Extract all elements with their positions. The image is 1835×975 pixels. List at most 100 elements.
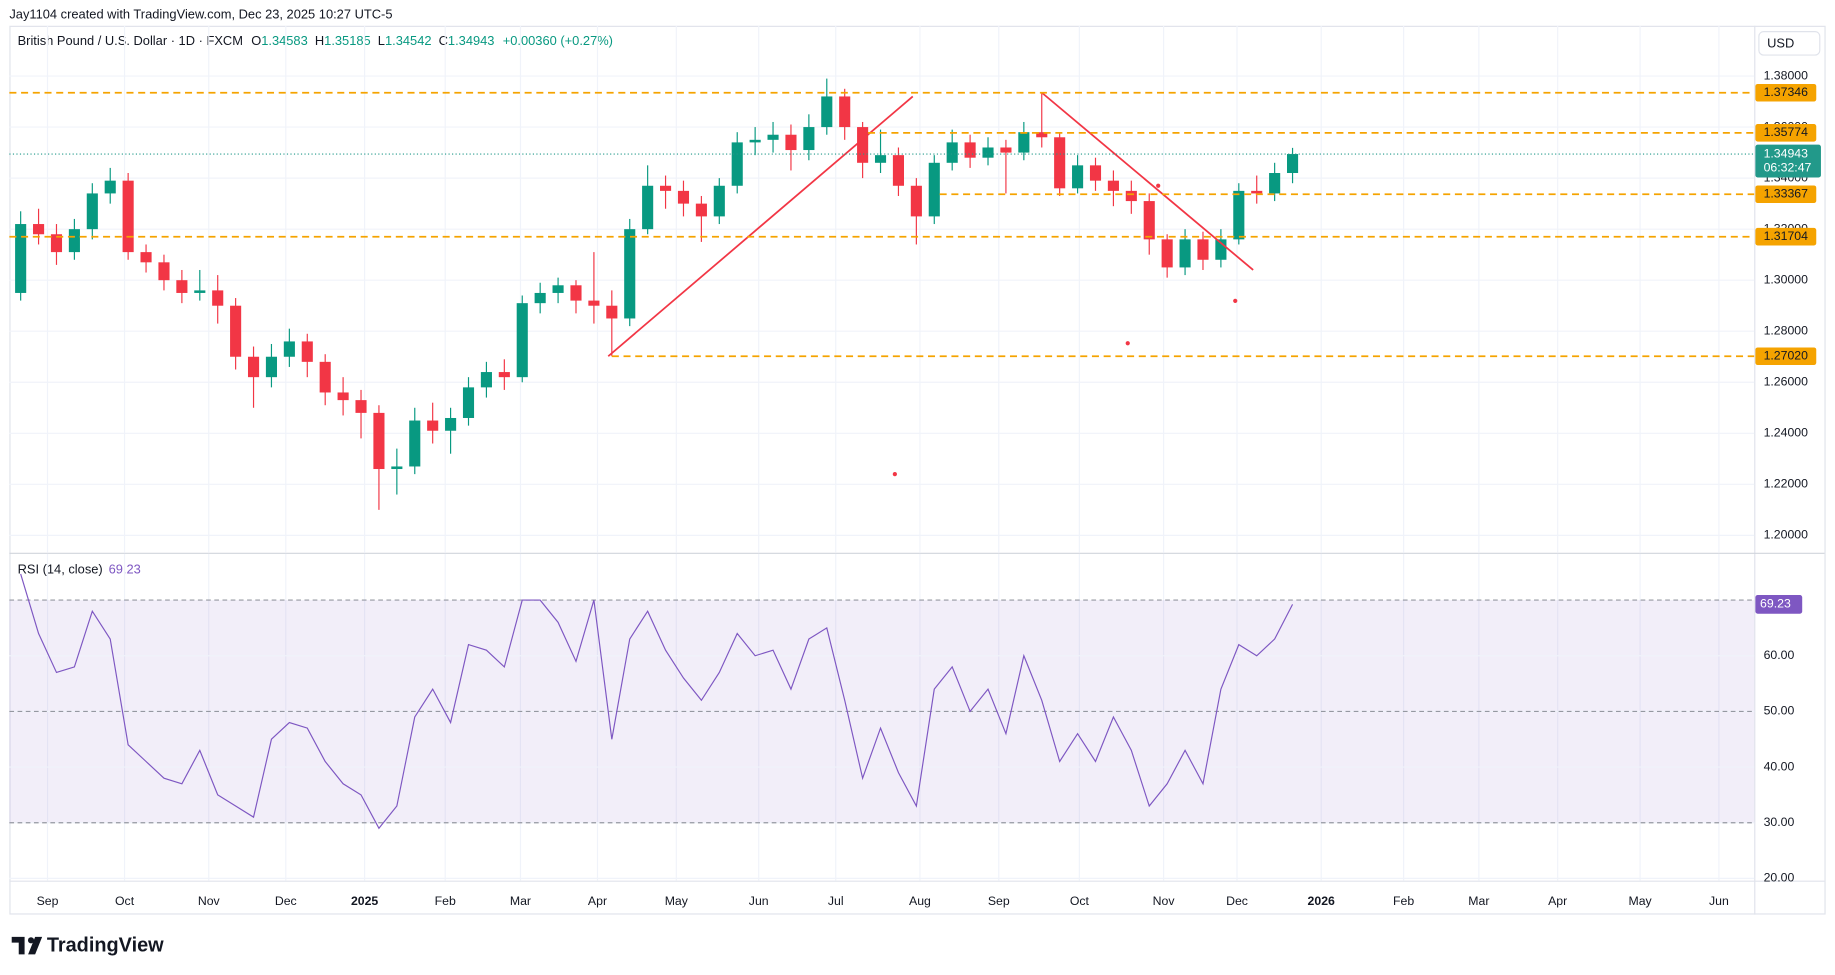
y-tick-label: 40.00 <box>1764 759 1795 773</box>
ohlc-key: H <box>315 34 324 49</box>
candle-body <box>928 162 940 217</box>
last-price-box <box>1755 144 1821 178</box>
candle-body <box>212 290 224 306</box>
y-tick-label: 1.28000 <box>1764 323 1809 337</box>
candle-body <box>660 185 672 191</box>
ohlc-key: O <box>251 34 261 49</box>
candle-body <box>839 96 851 128</box>
level-label-box <box>1755 185 1817 204</box>
candle-body <box>391 466 403 470</box>
x-tick-label: Feb <box>435 894 456 908</box>
candle-body <box>355 400 367 413</box>
logo-dot <box>27 937 35 944</box>
candle-body <box>1000 147 1012 153</box>
candle-body <box>767 134 779 140</box>
level-label: 1.31704 <box>1764 229 1809 243</box>
candle-body <box>1179 239 1191 268</box>
brand: TradingView <box>47 934 164 956</box>
last-price-label: 1.34943 <box>1764 146 1809 160</box>
candle-body <box>821 96 833 128</box>
candle-body <box>982 147 994 158</box>
candle-body <box>1161 239 1173 268</box>
candle-body <box>462 387 475 418</box>
candle-body <box>15 224 27 293</box>
candle-body <box>68 229 80 253</box>
marker <box>1125 341 1130 346</box>
x-tick-label: Aug <box>909 894 931 908</box>
y-tick-label: 1.38000 <box>1764 68 1809 82</box>
candle-body <box>1287 154 1299 174</box>
y-tick-label: 60.00 <box>1764 648 1795 662</box>
y-tick-label: 1.30000 <box>1764 272 1809 286</box>
x-tick-label: Jul <box>828 894 844 908</box>
ohlc-key: C <box>439 34 448 49</box>
x-tick-label: Apr <box>1548 894 1567 908</box>
candle-body <box>552 285 564 293</box>
candle-body <box>1018 132 1030 153</box>
candle-body <box>247 356 260 378</box>
x-tick-label: Feb <box>1393 894 1414 908</box>
currency[interactable]: USD <box>1767 35 1794 50</box>
candle-body <box>1125 190 1137 202</box>
rsi-value-label: 69.23 <box>1760 597 1791 611</box>
x-tick-label: Jun <box>749 894 769 908</box>
trend-line <box>1041 91 1254 271</box>
candle-body <box>104 180 116 194</box>
y-tick-label: 1.22000 <box>1764 477 1809 491</box>
level-label-box <box>1755 124 1817 142</box>
frame <box>9 25 1826 915</box>
candle-body <box>1036 132 1048 138</box>
candle-body <box>1197 239 1209 260</box>
candle-body <box>480 372 492 388</box>
candle-body <box>122 180 134 253</box>
level-label-box <box>1755 347 1817 366</box>
y-tick-label: 50.00 <box>1764 704 1795 718</box>
candle-body <box>857 127 869 163</box>
x-tick-label: Jun <box>1709 894 1729 908</box>
candle-body <box>695 203 707 217</box>
candle-body <box>230 305 242 357</box>
candle-body <box>301 341 313 362</box>
candle-body <box>785 134 797 151</box>
countdown: 06:32:47 <box>1764 160 1812 174</box>
candle-body <box>731 142 743 186</box>
candle-body <box>373 412 385 470</box>
brand-logo: TradingView <box>11 934 164 956</box>
candle-body <box>588 300 600 306</box>
candle-body <box>194 290 206 293</box>
marker <box>892 472 897 477</box>
candle-body <box>964 142 976 158</box>
y-tick-label: 20.00 <box>1764 871 1795 885</box>
candle-body <box>176 280 188 293</box>
legend-line: British Pound / U.S. Dollar · 1D · FXCM … <box>18 34 613 49</box>
candle-body <box>265 356 278 378</box>
candle-body <box>1089 165 1102 181</box>
candle-body <box>1107 180 1119 191</box>
candle-body <box>534 292 546 304</box>
x-tick-label: 2025 <box>351 894 378 908</box>
ohlc-key: L <box>378 34 385 49</box>
candle-body <box>606 305 618 319</box>
trend-line <box>607 95 914 357</box>
change: +0.00360 (+0.27%) <box>503 34 613 49</box>
candle-body <box>319 361 331 393</box>
currency-button[interactable] <box>1758 31 1821 56</box>
x-tick-label: Dec <box>275 894 297 908</box>
marker <box>1156 183 1161 188</box>
candle-body <box>892 155 904 186</box>
plot-layer: Sep Oct Nov Dec 2025 Feb Mar Apr May Jun Jul Aug Sep… <box>9 25 1821 908</box>
attribution: Jay1104 created with TradingView.com, De… <box>9 7 392 22</box>
rsi-line <box>20 573 1294 830</box>
x-tick-label: May <box>665 894 689 908</box>
candle-body <box>158 262 170 281</box>
candle-body <box>749 139 761 143</box>
candle-body <box>1143 201 1155 240</box>
y-tick-label: 30.00 <box>1764 815 1795 829</box>
level-label: 1.33367 <box>1764 187 1809 201</box>
x-tick-label: Oct <box>115 894 135 908</box>
candle-body <box>803 127 815 151</box>
ohlc-value: 1.35185 <box>324 34 371 49</box>
candle-body <box>1072 165 1084 189</box>
candle-body <box>1269 173 1281 194</box>
